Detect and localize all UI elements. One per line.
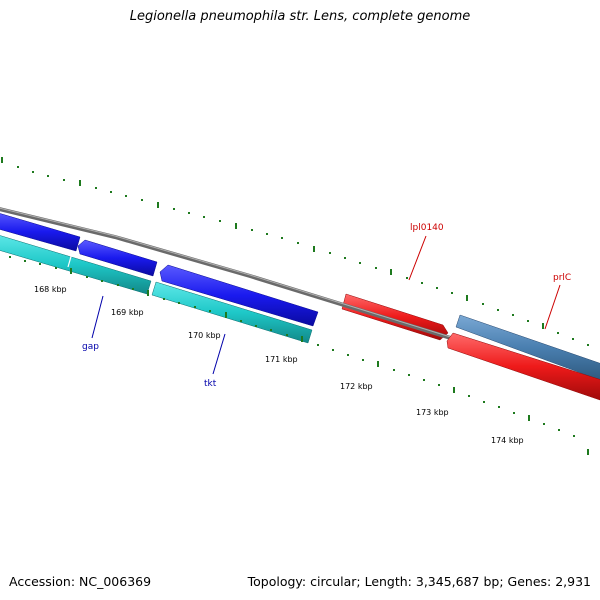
gene-label-tkt: tkt	[204, 379, 217, 389]
gene-labels: gap tkt lpl0140 prlC	[82, 223, 571, 389]
gene-prlC[interactable]	[455, 314, 600, 381]
scale-label-174: 174 kbp	[491, 436, 524, 445]
inner-tick-row	[9, 256, 589, 455]
scale-label-173: 173 kbp	[416, 408, 449, 417]
scale-label-172: 172 kbp	[340, 382, 373, 391]
gene-label-lpl0140: lpl0140	[410, 223, 444, 233]
minus-strand-track	[0, 212, 600, 381]
scale-label-168: 168 kbp	[34, 285, 67, 294]
scale-labels: 168 kbp 169 kbp 170 kbp 171 kbp 172 kbp …	[34, 285, 524, 445]
gene-fwd-blue-2[interactable]	[77, 239, 158, 277]
gene-label-leaders	[91, 235, 561, 375]
topology-summary-text: Topology: circular; Length: 3,345,687 bp…	[247, 574, 591, 589]
gene-tkt[interactable]	[151, 281, 313, 344]
gene-lpl-red-2[interactable]	[446, 332, 600, 401]
gene-label-prlC: prlC	[553, 273, 571, 283]
map-title: Legionella pneumophila str. Lens, comple…	[129, 9, 471, 24]
gene-fwd-blue-3[interactable]	[159, 264, 319, 327]
scale-label-170: 170 kbp	[188, 331, 221, 340]
gene-label-gap: gap	[82, 342, 99, 352]
gene-fwd-blue-1[interactable]	[0, 212, 81, 252]
scale-label-171: 171 kbp	[265, 355, 298, 364]
accession-text: Accession: NC_006369	[9, 574, 152, 589]
scale-label-169: 169 kbp	[111, 308, 144, 317]
outer-tick-row	[1, 157, 589, 346]
plus-strand-track	[0, 235, 600, 401]
